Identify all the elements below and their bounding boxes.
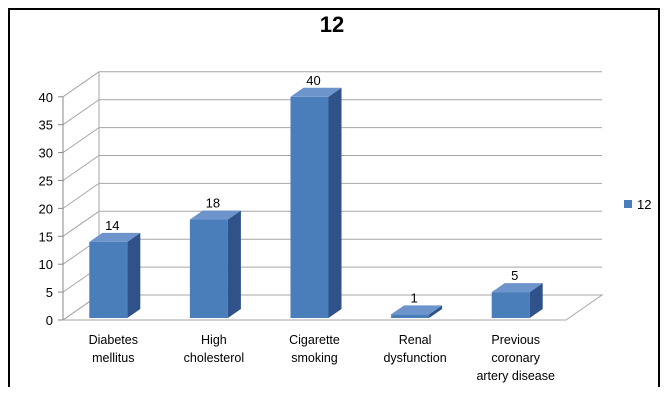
category-label: artery disease: [476, 369, 555, 383]
gridline: [62, 182, 602, 209]
bar-front: [290, 96, 329, 318]
bar-front: [391, 314, 430, 318]
category-label: Cigarette: [289, 333, 340, 347]
category-label: cholesterol: [184, 351, 244, 365]
data-label: 5: [511, 268, 518, 283]
y-tick-label: 5: [46, 285, 53, 300]
category-label: Previous: [491, 333, 540, 347]
y-tick-label: 20: [39, 201, 53, 216]
y-tick-label: 10: [39, 257, 53, 272]
gridline: [62, 71, 602, 98]
gridline: [62, 210, 602, 237]
gridline: [62, 99, 602, 126]
data-label: 18: [206, 196, 220, 211]
category-label: Renal: [399, 333, 432, 347]
bar-side: [529, 283, 543, 318]
bar-front: [491, 292, 530, 318]
category-label: dysfunction: [383, 351, 446, 365]
y-tick-label: 40: [39, 90, 53, 105]
category-label: coronary: [491, 351, 540, 365]
category-label: High: [201, 333, 227, 347]
category-label: mellitus: [92, 351, 134, 365]
bar-side: [127, 232, 141, 318]
legend-label: 12: [637, 197, 651, 212]
y-tick-label: 30: [39, 146, 53, 161]
category-label: smoking: [291, 351, 338, 365]
floor: [61, 294, 604, 321]
bar-top: [391, 305, 443, 315]
bar-top: [491, 283, 543, 293]
data-label: 1: [410, 290, 417, 305]
legend-swatch: [624, 200, 632, 208]
y-tick-label: 15: [39, 229, 53, 244]
y-tick-label: 35: [39, 118, 53, 133]
bar-side: [227, 210, 241, 318]
data-label: 40: [306, 73, 320, 88]
y-tick-label: 25: [39, 174, 53, 189]
bar-top: [290, 87, 342, 97]
y-tick-label: 0: [46, 313, 53, 328]
bar-side: [328, 87, 342, 318]
data-label: 14: [105, 218, 119, 233]
bar-front: [89, 241, 128, 318]
gridline: [62, 127, 602, 154]
bar-side: [429, 305, 443, 318]
bar-top: [89, 232, 141, 242]
bar-front: [189, 219, 228, 318]
gridline: [62, 155, 602, 181]
chart-title: 12: [319, 12, 345, 37]
bar-top: [189, 210, 241, 220]
category-label: Diabetes: [89, 333, 138, 347]
